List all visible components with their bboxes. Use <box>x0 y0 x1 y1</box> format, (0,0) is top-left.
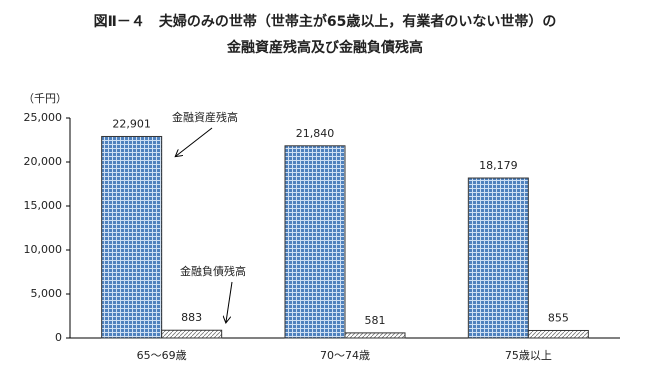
y-tick-label: 25,000 <box>24 111 63 124</box>
x-tick-label: 65～69歳 <box>137 349 187 362</box>
bar <box>527 329 589 339</box>
data-label: 883 <box>181 311 202 324</box>
y-tick-label: 0 <box>55 331 62 344</box>
data-label: 21,840 <box>296 127 335 140</box>
bar <box>344 332 406 339</box>
annotation: 金融負債残高 <box>180 264 246 278</box>
x-tick-label: 70～74歳 <box>320 349 370 362</box>
data-label: 855 <box>548 311 569 324</box>
y-unit: （千円） <box>23 92 67 105</box>
annotation: 金融資産残高 <box>172 110 238 124</box>
data-label: 18,179 <box>479 159 518 172</box>
bar <box>101 135 163 339</box>
y-tick-label: 10,000 <box>24 243 63 256</box>
y-tick-label: 15,000 <box>24 199 63 212</box>
y-tick-label: 20,000 <box>24 155 63 168</box>
data-label: 22,901 <box>112 117 151 130</box>
bar <box>284 145 346 339</box>
chart-title: 図Ⅱ－４ 夫婦のみの世帯（世帯主が65歳以上，有業者のいない世帯）の <box>94 13 557 30</box>
data-label: 581 <box>365 314 386 327</box>
y-tick-label: 5,000 <box>31 287 63 300</box>
arrow <box>176 127 213 156</box>
bar <box>161 329 223 339</box>
chart-subtitle: 金融資産残高及び金融負債残高 <box>226 39 423 56</box>
x-tick-label: 75歳以上 <box>505 349 552 362</box>
arrow <box>226 281 233 322</box>
bar <box>467 177 529 339</box>
